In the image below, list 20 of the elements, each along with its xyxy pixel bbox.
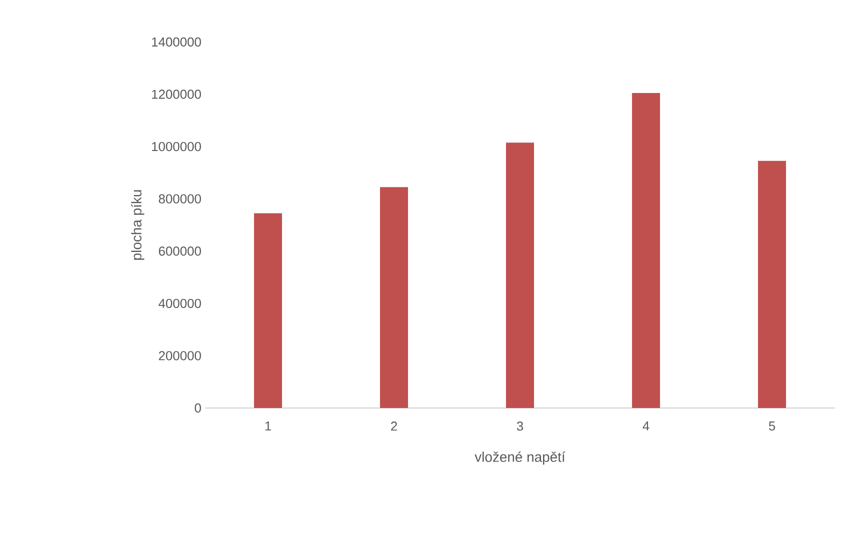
x-tick-label: 4	[642, 422, 650, 430]
y-tick-label: 400000	[158, 298, 201, 308]
bar	[632, 92, 660, 408]
y-tick-label: 600000	[158, 246, 201, 256]
bar	[506, 142, 534, 408]
y-tick-label: 1400000	[152, 37, 201, 47]
x-tick-label: 2	[391, 422, 397, 431]
bar	[254, 213, 282, 408]
y-axis-title: plocha píku	[131, 190, 144, 260]
y-tick-label: 800000	[158, 194, 201, 204]
y-tick-label: 200000	[158, 351, 201, 360]
y-tick-label: 0	[194, 403, 201, 413]
x-tick-label: 5	[768, 422, 776, 431]
y-tick-label: 1200000	[152, 90, 201, 99]
bar	[758, 160, 786, 408]
bar	[380, 187, 408, 408]
x-tick-label: 1	[265, 422, 271, 430]
x-axis-title: vložené napětí	[474, 452, 566, 465]
x-tick-label: 3	[516, 422, 524, 431]
y-tick-label: 1000000	[152, 142, 201, 152]
